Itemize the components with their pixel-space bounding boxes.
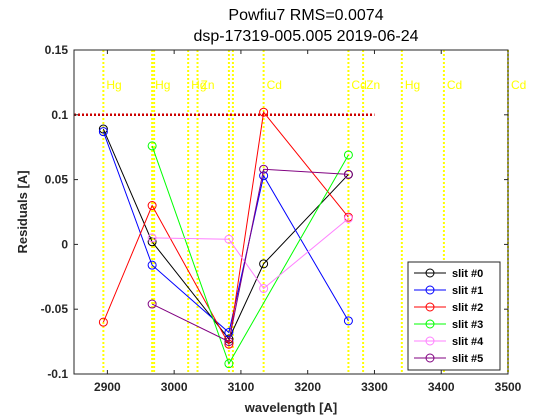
axis-ticks: 2900 3000 3100 3200 3300 3400 3500 -0.1 -0.05 0 0.…: [41, 43, 522, 394]
x-tick-label: 2900: [94, 380, 121, 394]
data-point: [343, 150, 353, 160]
reference-line-label: Zn: [366, 78, 380, 92]
data-point: [343, 169, 353, 179]
series-slit-1: [98, 127, 353, 338]
series-line: [102, 111, 349, 346]
reference-line-label: Cd: [267, 78, 282, 92]
data-point: [343, 316, 353, 326]
x-tick-label: 3100: [228, 380, 255, 394]
legend-swatch-marker: [425, 268, 435, 278]
chart-subtitle: dsp-17319-005.005 2019-06-24: [193, 28, 418, 45]
legend-entry: slit #5: [452, 353, 483, 365]
data-point: [343, 213, 353, 223]
reference-line-label: Hg: [191, 78, 206, 92]
series-line: [151, 168, 349, 343]
data-point: [147, 260, 157, 270]
data-point: [98, 127, 108, 137]
data-point: [147, 237, 157, 247]
y-tick-label: 0.1: [51, 108, 68, 122]
reference-line-label: Cd: [511, 78, 526, 92]
series-line: [102, 131, 349, 334]
chart-title: Powfiu7 RMS=0.0074: [228, 7, 383, 24]
x-tick-label: 3500: [495, 380, 522, 394]
series-line: [102, 128, 349, 340]
legend-entry: slit #0: [452, 268, 483, 280]
x-tick-label: 3400: [428, 380, 455, 394]
reference-line-label: Zn: [201, 78, 215, 92]
data-point: [259, 107, 269, 117]
data-point: [147, 233, 157, 243]
reference-line-label: Hg: [106, 78, 121, 92]
y-tick-label: -0.05: [41, 302, 69, 316]
data-point: [147, 299, 157, 309]
data-point: [224, 328, 234, 338]
legend-box: [407, 261, 501, 371]
x-axis-label: wavelength [A]: [244, 400, 337, 415]
data-point: [147, 141, 157, 151]
data-point: [147, 201, 157, 211]
legend: slit #0 slit #1 slit #2 slit #3 slit #4 slit …: [407, 261, 501, 371]
y-axis-label: Residuals [A]: [15, 170, 30, 253]
legend-swatch-marker: [425, 319, 435, 329]
series-slit-5: [147, 164, 353, 347]
reference-line-label: Hg: [155, 78, 170, 92]
y-tick-label: 0.05: [45, 173, 69, 187]
legend-swatch-marker: [425, 353, 435, 363]
data-point: [224, 337, 234, 347]
data-point: [98, 317, 108, 327]
data-point: [259, 259, 269, 269]
series-slit-4: [147, 213, 353, 293]
y-tick-label: -0.1: [47, 367, 68, 381]
legend-entry: slit #4: [452, 336, 484, 348]
data-point: [259, 283, 269, 293]
y-tick-label: 0.15: [45, 43, 69, 57]
reference-line-label: Cd: [351, 78, 366, 92]
x-tick-label: 3300: [361, 380, 388, 394]
plot-border: [73, 49, 509, 375]
reference-line-label: Cd: [447, 78, 462, 92]
data-point: [224, 234, 234, 244]
legend-entry: slit #3: [452, 319, 483, 331]
series-layer: [98, 107, 353, 369]
series-slit-3: [147, 141, 353, 369]
reference-line-label: Hg: [405, 78, 420, 92]
series-line: [152, 218, 349, 290]
legend-swatch-marker: [425, 336, 435, 346]
x-tick-label: 3200: [294, 380, 321, 394]
series-line: [151, 145, 349, 365]
data-point: [224, 359, 234, 369]
y-tick-label: 0: [61, 237, 68, 251]
data-point: [259, 164, 269, 174]
legend-swatch-marker: [425, 285, 435, 295]
legend-swatch-marker: [425, 302, 435, 312]
x-tick-label: 3000: [161, 380, 188, 394]
legend-entry: slit #2: [452, 302, 483, 314]
legend-entry: slit #1: [452, 285, 483, 297]
